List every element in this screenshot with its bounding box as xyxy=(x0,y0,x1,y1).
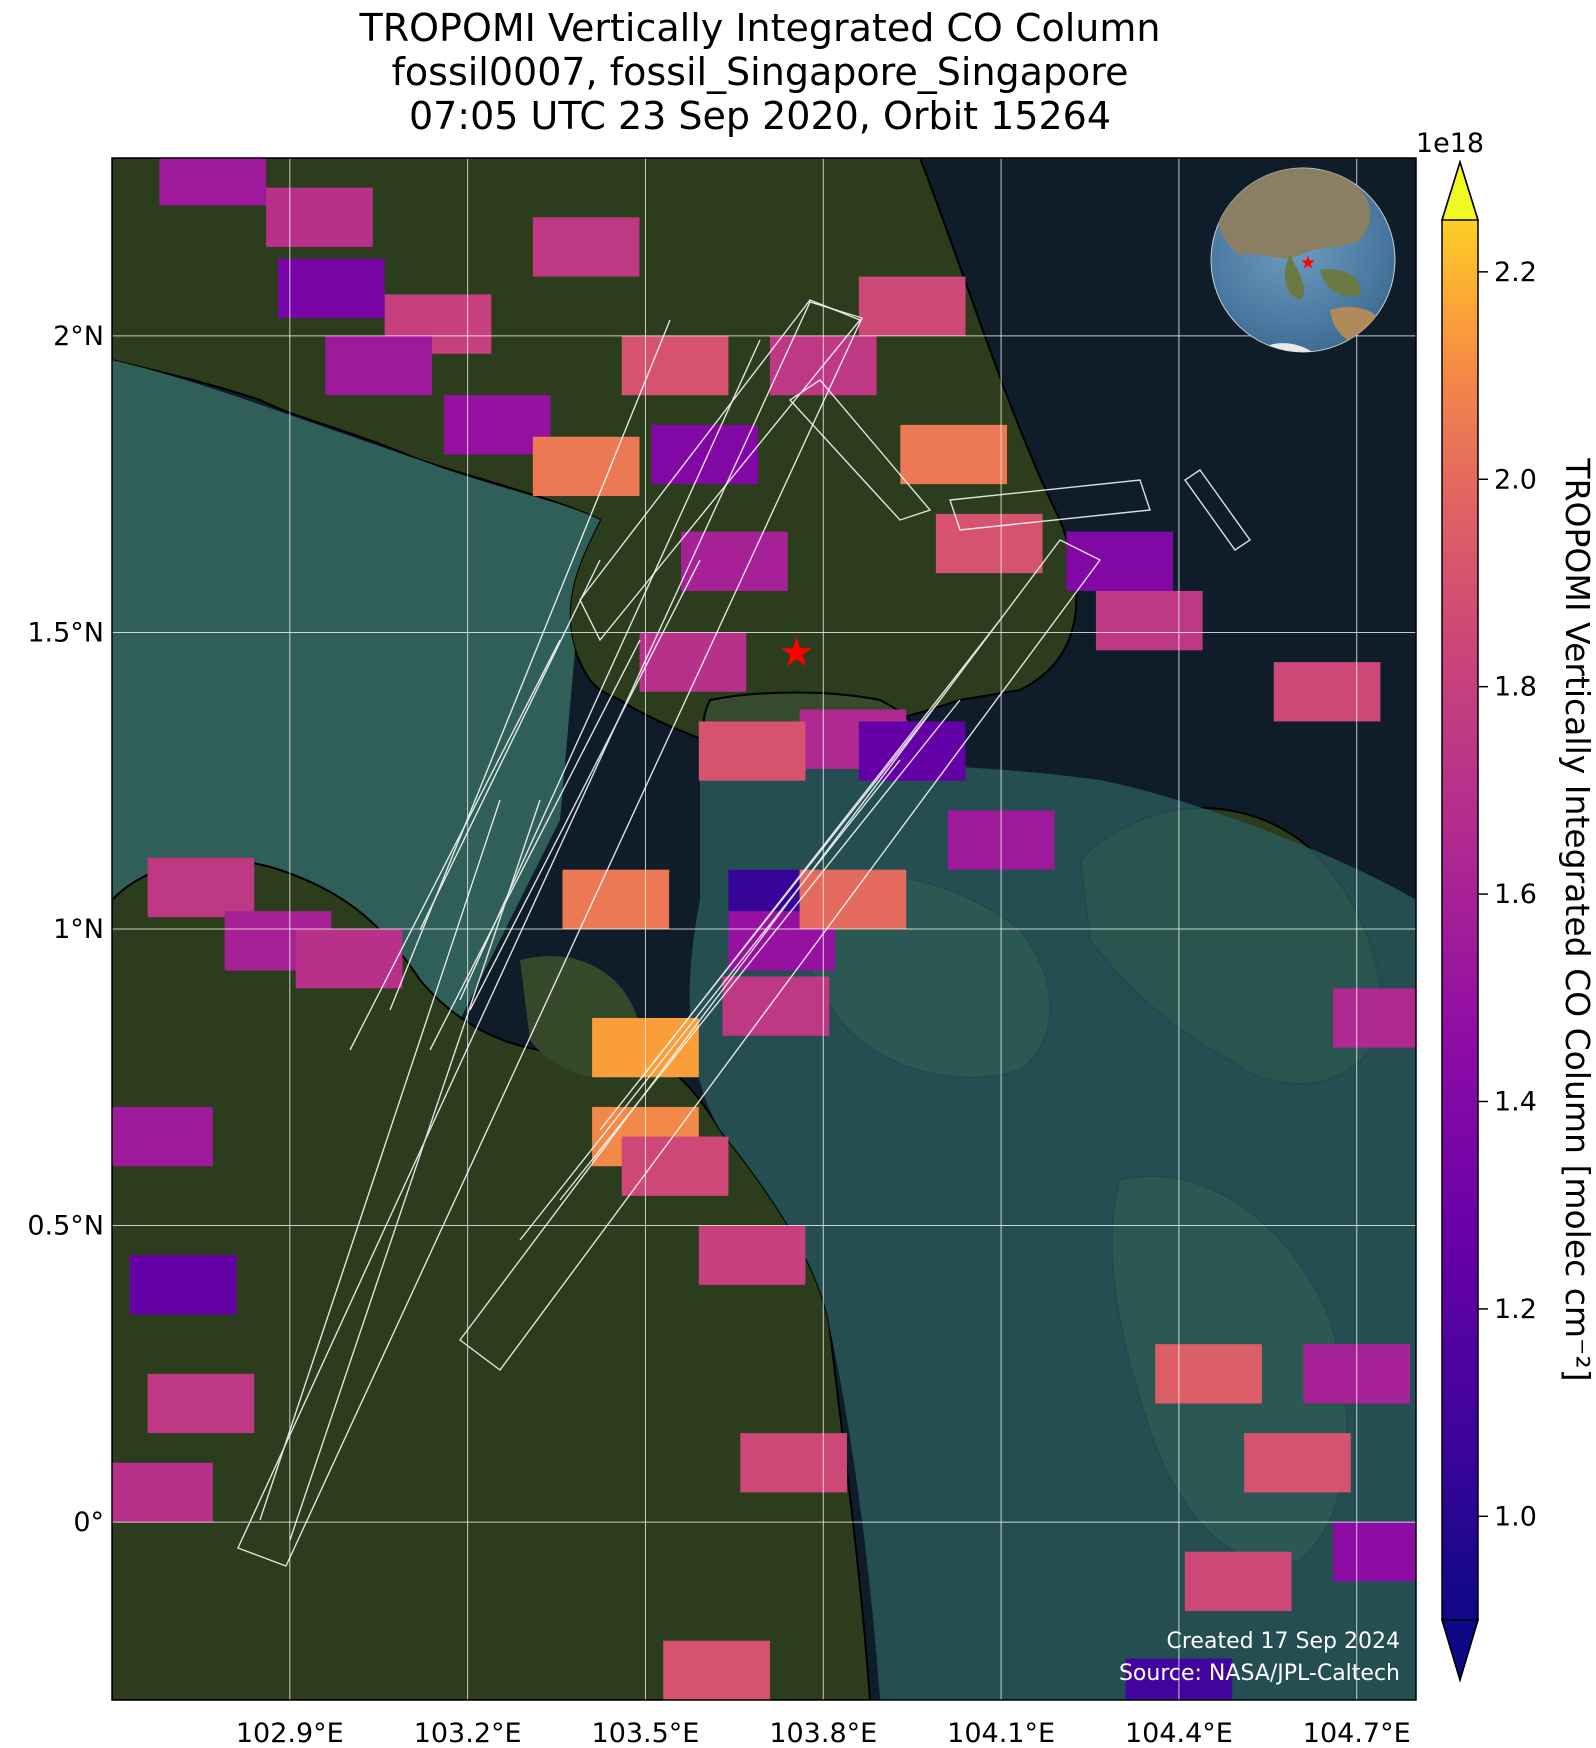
lat-tick-label: 1.5°N xyxy=(27,617,104,648)
co-pixel xyxy=(1244,1433,1351,1493)
co-pixel xyxy=(698,721,806,781)
co-pixel xyxy=(1273,662,1381,722)
colorbar-tick-label: 1.8 xyxy=(1494,672,1537,703)
co-pixel xyxy=(799,869,907,929)
co-pixel xyxy=(147,1373,255,1434)
colorbar-tick-label: 1.6 xyxy=(1494,879,1537,910)
co-pixel xyxy=(112,1462,213,1523)
map-gridlines xyxy=(112,158,1416,1700)
co-pixel xyxy=(1184,1551,1292,1612)
colorbar-extend-min xyxy=(1440,1619,1480,1683)
latitude-axis: 0° 0.5°N 1°N 1.5°N 2°N xyxy=(27,321,104,1538)
map-frame xyxy=(111,157,1417,1701)
colorbar-tick-label: 2.2 xyxy=(1494,257,1537,288)
land-east-sea-shallow xyxy=(689,765,1416,1700)
colorbar-ticks: 1.0 1.2 1.4 1.6 1.8 2.0 2.2 xyxy=(1478,257,1537,1532)
lon-tick-label: 104.1°E xyxy=(947,1718,1055,1748)
footprint-grid-north xyxy=(579,299,1251,642)
lat-tick-label: 1°N xyxy=(53,914,104,945)
co-pixel xyxy=(1155,1344,1262,1404)
lon-tick-label: 104.7°E xyxy=(1303,1718,1411,1748)
co-pixel xyxy=(858,276,966,336)
footprint-grid-east xyxy=(459,539,1102,1371)
colorbar-extend-max xyxy=(1440,159,1480,221)
lat-tick-label: 0.5°N xyxy=(27,1211,104,1242)
lon-tick-label: 103.8°E xyxy=(769,1718,877,1748)
co-pixel xyxy=(663,1640,770,1700)
colorbar-tick-label: 1.0 xyxy=(1494,1501,1537,1532)
co-pixel xyxy=(532,217,640,277)
lat-tick-label: 2°N xyxy=(53,321,104,352)
lon-tick-label: 103.5°E xyxy=(592,1718,700,1748)
title-line-1: TROPOMI Vertically Integrated CO Column xyxy=(359,6,1161,50)
colorbar-gradient xyxy=(1442,220,1478,1620)
co-pixel xyxy=(681,531,788,591)
co-pixel xyxy=(900,424,1008,485)
co-pixel xyxy=(159,158,267,206)
co-pixel xyxy=(562,869,670,929)
co-pixel xyxy=(266,187,373,247)
co-pixel xyxy=(129,1255,237,1315)
co-pixel xyxy=(621,1136,729,1196)
co-pixel xyxy=(1333,988,1416,1048)
co-pixel xyxy=(1095,590,1203,651)
inset-globe-star-icon: ★ xyxy=(1300,253,1316,274)
colorbar-multiplier: 1e18 xyxy=(1416,128,1484,159)
co-pixel xyxy=(277,258,385,319)
colorbar-label: TROPOMI Vertically Integrated CO Column … xyxy=(1558,457,1596,1381)
co-pixel xyxy=(147,857,255,918)
colorbar-tick-label: 1.2 xyxy=(1494,1294,1537,1325)
colorbar-tick-label: 2.0 xyxy=(1494,464,1537,495)
lon-tick-label: 103.2°E xyxy=(414,1718,522,1748)
lon-tick-label: 102.9°E xyxy=(236,1718,344,1748)
co-pixel xyxy=(1066,531,1173,591)
site-star-marker: ★ xyxy=(779,630,815,676)
longitude-axis: 102.9°E 103.2°E 103.5°E 103.8°E 104.1°E 104.4… xyxy=(236,1718,1411,1748)
colorbar: 1.0 1.2 1.4 1.6 1.8 2.0 2.2 1e18 TROPOMI Verti… xyxy=(1416,128,1596,1683)
credit-created: Created 17 Sep 2024 xyxy=(1167,1629,1401,1654)
co-pixel xyxy=(740,1433,847,1493)
co-pixel xyxy=(858,721,966,781)
colorbar-tick-label: 1.4 xyxy=(1494,1086,1537,1117)
co-pixel xyxy=(325,335,433,396)
co-pixel xyxy=(295,929,403,989)
footprint-grid-strait xyxy=(237,301,863,1567)
title-line-3: 07:05 UTC 23 Sep 2020, Orbit 15264 xyxy=(408,94,1112,138)
co-pixel xyxy=(651,424,759,485)
co-pixel xyxy=(532,436,640,497)
co-pixel xyxy=(722,976,830,1036)
co-pixel xyxy=(1333,1522,1416,1582)
lat-tick-label: 0° xyxy=(73,1507,104,1538)
co-pixel xyxy=(698,1225,806,1285)
title-line-2: fossil0007, fossil_Singapore_Singapore xyxy=(391,50,1129,94)
co-pixel xyxy=(621,335,729,396)
colorbar-outline xyxy=(1441,159,1479,1683)
co-pixel xyxy=(112,1106,213,1167)
map-area: ★ ★ Created 17 Sep 2024 Source: NASA/JPL… xyxy=(112,158,1416,1700)
lon-tick-label: 104.4°E xyxy=(1125,1718,1233,1748)
credit-source: Source: NASA/JPL-Caltech xyxy=(1119,1661,1400,1686)
